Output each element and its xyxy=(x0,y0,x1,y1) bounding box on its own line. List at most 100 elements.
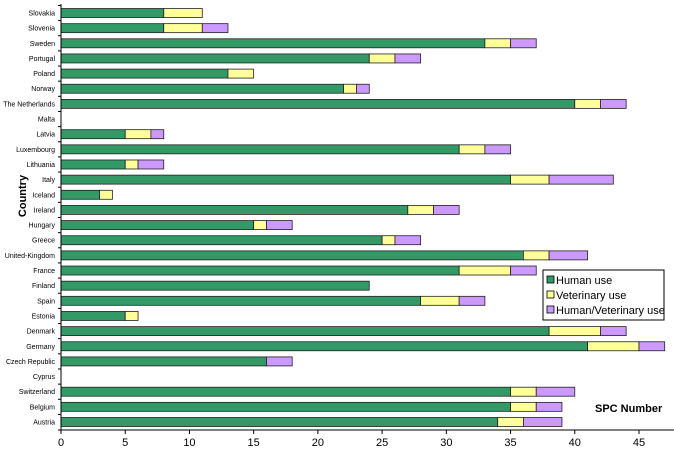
bar-human-use-finland xyxy=(60,280,370,291)
category-label: France xyxy=(33,268,55,275)
bar-veterinary-use-switzerland xyxy=(510,386,537,397)
bars-layer xyxy=(60,8,666,427)
bar-human-use-italy xyxy=(60,174,511,185)
bar-human-veterinary-use-hungary xyxy=(266,220,293,230)
category-label: Germany xyxy=(26,344,55,351)
bar-veterinary-use-poland xyxy=(227,68,255,79)
category-label: Austria xyxy=(33,420,55,427)
bar-human-veterinary-use-italy xyxy=(548,174,614,185)
bar-veterinary-use-norway xyxy=(343,83,357,94)
x-tick-label: 40 xyxy=(569,437,581,449)
bar-human-veterinary-use-ireland xyxy=(433,205,460,215)
bar-human-use-united-kingdom xyxy=(60,250,524,261)
category-label: Sweden xyxy=(30,41,55,48)
bar-human-use-belgium xyxy=(60,401,511,412)
bar-human-veterinary-use-latvia xyxy=(150,129,165,140)
bar-human-veterinary-use-united-kingdom xyxy=(548,250,589,261)
category-label: Ireland xyxy=(34,207,56,214)
bar-veterinary-use-germany xyxy=(587,341,640,352)
bar-human-use-ireland xyxy=(60,205,409,215)
bar-veterinary-use-lithuania xyxy=(124,159,139,170)
category-labels: Slovakia Slovenia Sweden Portugal Poland Norw… xyxy=(3,4,61,431)
bar-human-veterinary-use-spain xyxy=(458,295,486,306)
category-label: Cyprus xyxy=(33,374,56,381)
bar-veterinary-use-slovakia xyxy=(163,8,203,18)
category-label: Estonia xyxy=(32,313,55,320)
category-label: Iceland xyxy=(32,192,55,199)
bar-human-use-luxembourg xyxy=(60,144,460,155)
bar-human-veterinary-use-the-netherlands xyxy=(600,98,627,109)
bar-human-use-switzerland xyxy=(60,386,511,397)
bar-veterinary-use-latvia xyxy=(124,129,152,140)
category-label: Finland xyxy=(32,283,55,290)
legend-box xyxy=(542,269,665,321)
category-label: Switzerland xyxy=(19,389,55,396)
category-label: Lithuania xyxy=(27,162,56,169)
bar-veterinary-use-france xyxy=(458,265,511,276)
x-tick-label: 10 xyxy=(183,437,195,449)
bar-human-use-hungary xyxy=(60,220,255,230)
x-tick-label: 5 xyxy=(122,437,128,449)
category-label: Denmark xyxy=(27,329,56,336)
bar-human-veterinary-use-slovenia xyxy=(201,23,229,34)
bar-veterinary-use-estonia xyxy=(124,311,139,321)
bar-veterinary-use-spain xyxy=(420,295,460,306)
bar-human-use-poland xyxy=(60,68,229,79)
bar-veterinary-use-greece xyxy=(381,235,396,246)
bar-human-use-austria xyxy=(60,417,499,427)
legend-label: Human/Veterinary use xyxy=(556,305,665,317)
bar-human-use-spain xyxy=(60,295,422,306)
bar-human-use-france xyxy=(60,265,460,276)
x-ticks: 0 5 10 15 20 25 30 35 40 45 xyxy=(58,430,645,449)
bar-human-use-iceland xyxy=(60,189,100,200)
bar-human-veterinary-use-switzerland xyxy=(535,386,576,397)
category-label: Greece xyxy=(32,238,55,245)
category-label: Slovakia xyxy=(29,11,56,18)
bar-veterinary-use-denmark xyxy=(548,326,601,337)
category-label: Portugal xyxy=(29,56,56,63)
category-label: Slovenia xyxy=(28,26,55,33)
bar-human-veterinary-use-germany xyxy=(638,341,666,352)
bar-human-use-lithuania xyxy=(60,159,126,170)
x-tick-label: 15 xyxy=(248,437,260,449)
legend-swatch xyxy=(546,275,555,284)
category-label: Czech Republic xyxy=(6,359,56,366)
x-tick-label: 20 xyxy=(312,437,324,449)
legend: Human use Veterinary use Human/Veterinary … xyxy=(542,269,665,321)
category-label: Italy xyxy=(42,177,55,184)
category-label: Norway xyxy=(31,86,55,93)
bar-human-veterinary-use-france xyxy=(510,265,537,276)
bar-human-use-latvia xyxy=(60,129,126,140)
bar-veterinary-use-italy xyxy=(510,174,550,185)
bar-human-veterinary-use-norway xyxy=(356,83,370,94)
category-label: Malta xyxy=(38,117,55,124)
bar-human-use-greece xyxy=(60,235,383,246)
bar-human-use-portugal xyxy=(60,53,370,64)
category-label: Spain xyxy=(37,298,55,305)
y-axis-title: Country xyxy=(17,174,29,217)
legend-label: Human use xyxy=(556,275,612,287)
x-tick-label: 45 xyxy=(633,437,645,449)
bar-human-use-denmark xyxy=(60,326,550,337)
x-tick-label: 35 xyxy=(504,437,516,449)
bar-human-veterinary-use-belgium xyxy=(535,401,563,412)
bar-veterinary-use-united-kingdom xyxy=(523,250,550,261)
category-label: The Netherlands xyxy=(3,101,55,108)
category-label: United-Kingdom xyxy=(5,253,55,260)
x-tick-label: 30 xyxy=(440,437,452,449)
bar-veterinary-use-slovenia xyxy=(163,23,203,34)
bar-human-use-czech-republic xyxy=(60,356,267,367)
x-tick-label: 0 xyxy=(58,437,64,449)
legend-swatch xyxy=(546,290,555,299)
bar-human-veterinary-use-denmark xyxy=(600,326,627,337)
bar-human-use-norway xyxy=(60,83,344,94)
bar-human-veterinary-use-luxembourg xyxy=(484,144,511,155)
bar-human-veterinary-use-czech-republic xyxy=(266,356,293,367)
category-label: Hungary xyxy=(29,223,56,230)
bar-veterinary-use-ireland xyxy=(407,205,434,215)
bar-veterinary-use-portugal xyxy=(368,53,396,64)
legend-swatch xyxy=(546,305,555,314)
bar-human-use-slovenia xyxy=(60,23,165,34)
legend-label: Veterinary use xyxy=(556,290,626,302)
